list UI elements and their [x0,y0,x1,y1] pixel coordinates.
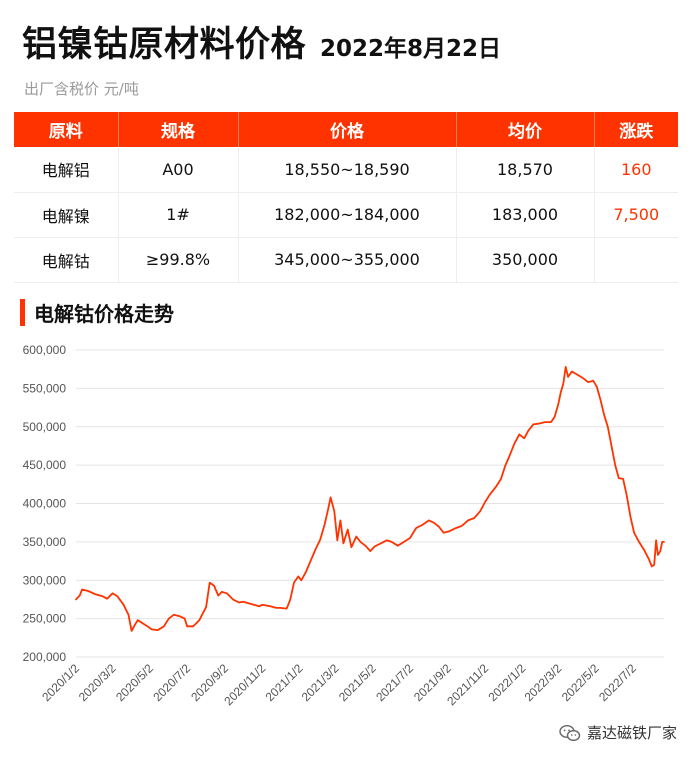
x-tick-label: 2022/3/2 [522,661,565,704]
watermark-text: 嘉达磁铁厂家 [586,724,677,742]
cell-price: 18,550~18,590 [238,147,457,193]
cell-change: 160 [594,147,678,193]
cell-change: 7,500 [594,192,678,238]
table-row: 电解钴 ≥99.8% 345,000~355,000 350,000 [14,237,678,283]
price-table: 原料 规格 价格 均价 涨跌 电解铝 A00 18,550~18,590 18,… [14,112,678,283]
x-tick-label: 2021/7/2 [373,661,416,704]
x-tick-label: 2020/11/2 [221,661,268,708]
column-header-spec: 规格 [118,112,239,147]
series-layer [75,366,665,632]
page-title: 铝镍钴原材料价格 [22,25,307,65]
y-tick-label: 600,000 [23,343,67,357]
y-tick-label: 500,000 [23,420,67,434]
y-tick-label: 400,000 [23,497,67,511]
series-line [75,366,665,632]
y-axis-ticks: 200,000 250,000 300,000 350,000 400,000 450,0… [23,343,67,664]
cell-average: 183,000 [456,192,595,238]
y-tick-label: 250,000 [23,612,67,626]
date-label: 2022年8月22日 [320,36,502,62]
column-header-average: 均价 [456,112,595,147]
cell-average: 18,570 [456,147,595,193]
x-tick-label: 2020/1/2 [39,661,82,704]
grid-lines [76,349,664,658]
chart-section-label: 电解钴价格走势 [34,302,174,326]
x-axis-ticks: 2020/1/22020/3/22020/5/22020/7/22020/9/2… [39,661,639,708]
y-tick-label: 350,000 [23,535,67,549]
x-tick-label: 2020/5/2 [113,661,156,704]
y-tick-label: 450,000 [23,458,67,472]
section-accent-bar [20,299,25,326]
column-header-material: 原料 [14,112,119,147]
watermark: 嘉达磁铁厂家 [559,722,677,743]
cell-material: 电解铝 [14,147,119,193]
cobalt-price-chart: 200,000 250,000 300,000 350,000 400,000 450,0… [23,343,665,708]
chart-section-title: 电解钴价格走势 [20,298,174,327]
x-tick-label: 2021/3/2 [299,661,342,704]
column-header-price: 价格 [238,112,457,147]
table-header-row: 原料 规格 价格 均价 涨跌 [14,112,678,147]
y-tick-label: 550,000 [23,381,67,395]
cell-material: 电解镍 [14,192,119,238]
x-tick-label: 2021/5/2 [336,661,379,704]
cell-change [594,237,678,283]
x-tick-label: 2020/3/2 [76,661,119,704]
x-tick-label: 2021/1/2 [263,661,306,704]
title-row: 铝镍钴原材料价格 2022年8月22日 [22,16,501,67]
column-header-change: 涨跌 [594,112,678,147]
x-tick-label: 2021/11/2 [444,661,491,708]
price-unit-note: 出厂含税价 元/吨 [24,80,139,98]
x-tick-label: 2022/1/2 [486,661,529,704]
table-row: 电解镍 1# 182,000~184,000 183,000 7,500 [14,192,678,238]
table-row: 电解铝 A00 18,550~18,590 18,570 160 [14,147,678,193]
x-tick-label: 2022/7/2 [596,661,639,704]
wechat-icon [559,724,581,741]
y-tick-label: 300,000 [23,573,67,587]
y-tick-label: 200,000 [23,650,67,664]
cell-spec: ≥99.8% [118,237,239,283]
cell-spec: 1# [118,192,239,238]
cell-price: 182,000~184,000 [238,192,457,238]
x-tick-label: 2022/5/2 [559,661,602,704]
cell-spec: A00 [118,147,239,193]
cell-material: 电解钴 [14,237,119,283]
cell-average: 350,000 [456,237,595,283]
x-tick-label: 2020/7/2 [150,661,193,704]
cell-price: 345,000~355,000 [238,237,457,283]
